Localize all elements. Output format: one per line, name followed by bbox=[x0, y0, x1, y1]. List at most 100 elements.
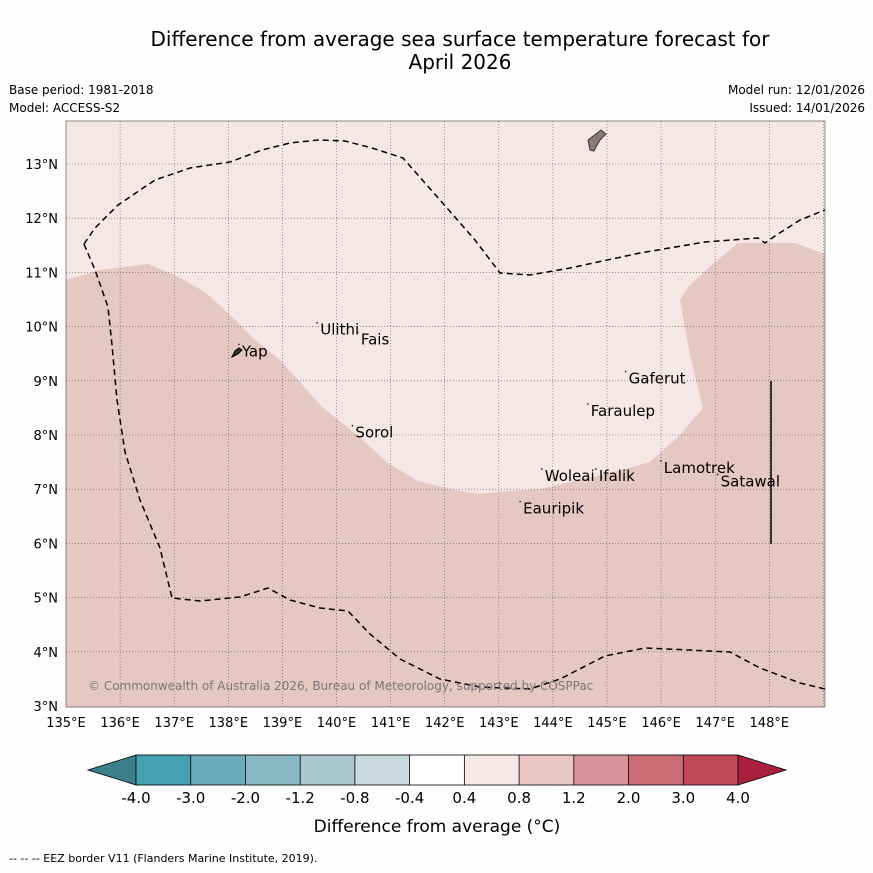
longitude-label: 143°E bbox=[479, 716, 519, 731]
colorbar-tick-label: -4.0 bbox=[121, 789, 150, 807]
latitude-label: 10°N bbox=[25, 321, 58, 336]
latitude-label: 8°N bbox=[34, 429, 59, 444]
latitude-label: 12°N bbox=[25, 212, 58, 227]
colorbar-segment bbox=[409, 755, 465, 785]
colorbar-tick-label: -1.2 bbox=[286, 789, 315, 807]
place-marker bbox=[659, 460, 662, 462]
colorbar-segments bbox=[136, 755, 739, 785]
colorbar-ticks: -4.0 -3.0 -2.0 -1.2 -0.8 -0.4 0.4 0.8 1.2 2.0 3.0 4… bbox=[121, 789, 750, 807]
place-marker bbox=[356, 331, 359, 334]
colorbar-segment bbox=[519, 755, 575, 785]
longitude-label: 137°E bbox=[154, 716, 194, 731]
colorbar-tick-label: 0.8 bbox=[507, 789, 531, 807]
colorbar-tick-label: -0.8 bbox=[340, 789, 369, 807]
place-marker bbox=[519, 500, 522, 503]
place-marker bbox=[540, 468, 543, 470]
eez-border-west bbox=[83, 243, 825, 690]
anomaly-region-warm bbox=[66, 243, 825, 707]
latitude-label: 11°N bbox=[25, 266, 58, 281]
place-marker bbox=[316, 321, 319, 324]
place-label-yap: Yap bbox=[241, 342, 268, 360]
eez-borders bbox=[83, 139, 825, 690]
latitude-label: 4°N bbox=[34, 646, 59, 661]
colorbar-tick-label: 3.0 bbox=[671, 789, 695, 807]
eez-legend: -- -- -- EEZ border V11 (Flanders Marine… bbox=[9, 852, 318, 865]
base-period: Base period: 1981-2018 bbox=[9, 83, 154, 97]
colorbar-segment bbox=[245, 755, 301, 785]
model-name: Model: ACCESS-S2 bbox=[9, 101, 121, 115]
colorbar-segment bbox=[628, 755, 684, 785]
colorbar-segment bbox=[300, 755, 356, 785]
colorbar-tick-label: -2.0 bbox=[231, 789, 260, 807]
meta-left: Base period: 1981-2018 Model: ACCESS-S2 bbox=[9, 81, 154, 117]
place-marker bbox=[716, 473, 719, 476]
place-marker bbox=[594, 468, 597, 470]
map-frame bbox=[65, 120, 826, 708]
longitude-label: 135°E bbox=[46, 716, 86, 731]
place-label-satawal: Satawal bbox=[721, 472, 780, 490]
colorbar: -4.0 -3.0 -2.0 -1.2 -0.8 -0.4 0.4 0.8 1.2 2.0 3.0 4… bbox=[86, 754, 788, 837]
place-marker bbox=[237, 343, 240, 346]
place-label-fais: Fais bbox=[361, 330, 390, 348]
latitude-labels: 3°N 4°N 5°N 6°N 7°N 8°N 9°N 10°N 11°N 12°N 13°N bbox=[25, 158, 58, 715]
latitude-label: 3°N bbox=[34, 700, 59, 715]
colorbar-tick-label: 1.2 bbox=[562, 789, 586, 807]
longitude-label: 136°E bbox=[100, 716, 140, 731]
longitude-label: 141°E bbox=[371, 716, 411, 731]
colorbar-title: Difference from average (°C) bbox=[314, 817, 561, 837]
colorbar-tick-label: 0.4 bbox=[452, 789, 476, 807]
latitude-label: 6°N bbox=[34, 537, 59, 552]
colorbar-tick-label: 4.0 bbox=[726, 789, 750, 807]
latitude-label: 9°N bbox=[34, 375, 59, 390]
colorbar-tick-label: -0.4 bbox=[395, 789, 424, 807]
place-label-lamotrek: Lamotrek bbox=[664, 459, 735, 477]
colorbar-segment bbox=[190, 755, 246, 785]
latitude-label: 13°N bbox=[25, 158, 58, 173]
graticule bbox=[66, 121, 825, 707]
place-marker bbox=[624, 370, 627, 373]
longitude-label: 138°E bbox=[209, 716, 249, 731]
colorbar-segment bbox=[683, 755, 739, 785]
meta-right: Model run: 12/01/2026 Issued: 14/01/2026 bbox=[728, 81, 865, 117]
place-label-sorol: Sorol bbox=[355, 424, 393, 442]
eez-border-north bbox=[83, 139, 825, 276]
longitude-labels: 135°E 136°E 137°E 138°E 139°E 140°E 141°E 142°E… bbox=[46, 716, 789, 731]
place-marker bbox=[586, 403, 589, 405]
colorbar-tick-label: 2.0 bbox=[617, 789, 641, 807]
place-label-faraulep: Faraulep bbox=[591, 402, 655, 420]
title-line-1: Difference from average sea surface temp… bbox=[150, 27, 770, 51]
longitude-label: 144°E bbox=[533, 716, 573, 731]
colorbar-tick-label: -3.0 bbox=[176, 789, 205, 807]
colorbar-over-triangle bbox=[737, 754, 788, 786]
longitude-label: 145°E bbox=[587, 716, 627, 731]
colorbar-segment bbox=[464, 755, 520, 785]
place-label-ifalik: Ifalik bbox=[599, 467, 635, 485]
longitude-label: 142°E bbox=[425, 716, 465, 731]
longitude-label: 140°E bbox=[317, 716, 357, 731]
place-label-gaferut: Gaferut bbox=[629, 370, 686, 388]
colorbar-frame bbox=[135, 754, 739, 786]
place-label-eauripik: Eauripik bbox=[523, 500, 584, 518]
map-title: Difference from average sea surface temp… bbox=[60, 28, 860, 74]
longitude-label: 148°E bbox=[750, 716, 790, 731]
longitude-label: 139°E bbox=[263, 716, 303, 731]
place-marker bbox=[351, 424, 354, 427]
longitude-label: 147°E bbox=[695, 716, 735, 731]
yap-island bbox=[230, 347, 243, 359]
latitude-label: 5°N bbox=[34, 592, 59, 607]
latitude-label: 7°N bbox=[34, 483, 59, 498]
title-line-2: April 2026 bbox=[408, 50, 512, 74]
colorbar-segment bbox=[354, 755, 410, 785]
guam-island bbox=[587, 129, 607, 152]
colorbar-segment bbox=[573, 755, 629, 785]
issued-date: Issued: 14/01/2026 bbox=[749, 101, 865, 115]
copyright-text: © Commonwealth of Australia 2026, Bureau… bbox=[88, 679, 593, 693]
model-run: Model run: 12/01/2026 bbox=[727, 83, 865, 97]
place-label-ulithi: Ulithi bbox=[320, 321, 359, 339]
colorbar-under-triangle bbox=[86, 754, 137, 786]
place-label-woleai: Woleai bbox=[545, 467, 595, 485]
colorbar-segment bbox=[136, 755, 192, 785]
longitude-label: 146°E bbox=[641, 716, 681, 731]
